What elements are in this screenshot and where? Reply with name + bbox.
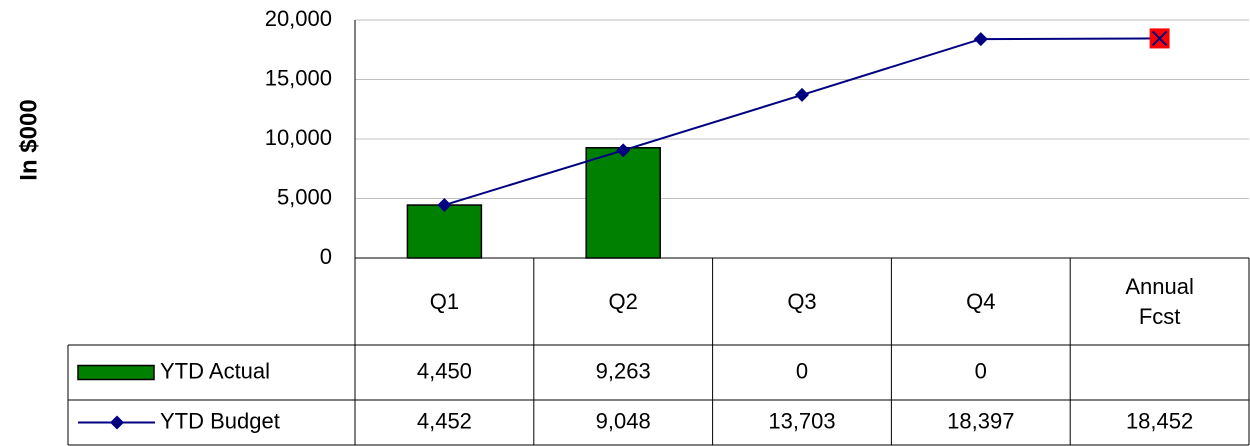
y-tick-label: 15,000 [265, 65, 332, 90]
x-tick-label: Q4 [966, 289, 996, 314]
table-value: 0 [975, 358, 987, 383]
table-value: 0 [796, 358, 808, 383]
x-tick-label: Annual Fcst [1125, 274, 1194, 329]
y-tick-label: 0 [320, 244, 332, 269]
bar [406, 204, 483, 259]
x-tick-label: Q2 [608, 289, 638, 314]
marker [973, 32, 988, 47]
marker [616, 143, 631, 158]
line [444, 37, 1160, 206]
table-value: 18,397 [947, 408, 1014, 433]
y-tick-label: 20,000 [265, 6, 332, 31]
y-tick-label: 5,000 [277, 184, 332, 209]
x-tick-label: Q3 [787, 289, 817, 314]
legend-label: YTD Actual [160, 358, 270, 383]
marker [795, 87, 809, 102]
table-value: 4,452 [417, 408, 472, 433]
legend-label: YTD Budget [160, 408, 280, 433]
x-tick-label: Q1 [429, 289, 460, 314]
table-value: 13,703 [768, 408, 835, 433]
marker [1149, 28, 1170, 49]
table-value: 9,263 [596, 358, 651, 383]
y-tick-label: 10,000 [265, 125, 332, 150]
bar [585, 147, 661, 259]
table-value: 9,048 [596, 408, 651, 433]
legend-swatch [110, 415, 124, 430]
marker [437, 198, 452, 213]
legend-swatch [77, 364, 155, 381]
y-axis-label: In $000 [15, 99, 42, 180]
table-value: 18,452 [1126, 408, 1193, 433]
table-value: 4,450 [417, 358, 472, 383]
